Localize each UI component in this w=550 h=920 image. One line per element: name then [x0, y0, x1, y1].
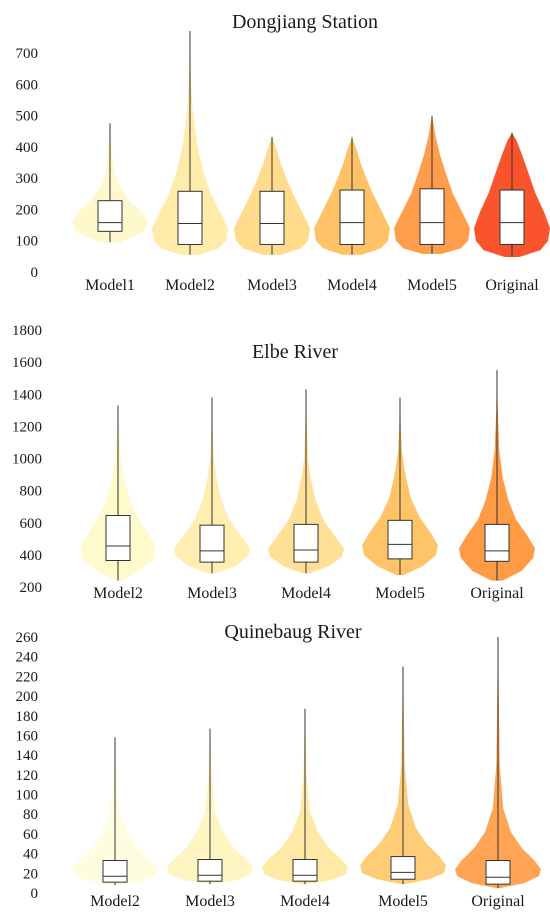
violin-group: Original: [455, 637, 541, 910]
y-tick-label: 200: [16, 202, 39, 218]
y-tick-label: 200: [20, 580, 43, 596]
y-tick-label: 800: [20, 484, 43, 500]
y-tick-label: 1000: [12, 452, 42, 468]
box-iqr: [97, 200, 123, 232]
y-tick-label: 1400: [12, 387, 42, 403]
box-iqr: [105, 515, 131, 561]
box-iqr: [199, 524, 225, 563]
violin-group: Model3: [174, 397, 250, 602]
violin-group: Model5: [394, 115, 470, 294]
violin-group: Original: [474, 132, 550, 294]
category-label: Model3: [247, 277, 297, 294]
chart-title: Dongjiang Station: [232, 11, 378, 33]
box-iqr: [293, 523, 319, 563]
box-iqr: [102, 860, 128, 883]
y-tick-label: 1600: [12, 355, 42, 371]
y-tick-label: 0: [31, 886, 39, 902]
box-iqr: [259, 190, 285, 245]
category-label: Model3: [185, 893, 235, 910]
category-label: Model4: [327, 277, 377, 294]
violin-group: Model5: [360, 666, 446, 910]
y-tick-label: 500: [16, 109, 39, 125]
chart-panel-1: Dongjiang Station 0 100 200 300 400 500 600 700 M…: [16, 11, 550, 294]
box-iqr: [177, 190, 203, 245]
box-iqr: [419, 188, 445, 245]
y-tick-label: 180: [16, 709, 39, 725]
violin-group: Model3: [167, 728, 253, 910]
category-label: Model5: [407, 277, 457, 294]
violin-group: Model2: [80, 405, 156, 602]
chart-panel-2: Elbe River 200 400 600 800 1000 1200 1400 1600 18…: [12, 323, 535, 602]
category-label: Model5: [378, 893, 428, 910]
y-tick-label: 60: [23, 827, 38, 843]
y-tick-label: 400: [20, 548, 43, 564]
box-iqr: [484, 523, 510, 562]
category-label: Model2: [90, 893, 140, 910]
chart-title: Quinebaug River: [224, 621, 362, 643]
y-tick-label: 20: [23, 866, 38, 882]
violin-group: Model4: [268, 389, 344, 602]
y-tick-label: 40: [23, 847, 38, 863]
y-tick-label: 80: [23, 807, 38, 823]
category-label: Original: [471, 893, 525, 910]
violin-group: Model4: [262, 708, 348, 910]
category-label: Model4: [280, 893, 330, 910]
y-tick-label: 140: [16, 748, 39, 764]
y-tick-label: 300: [16, 171, 39, 187]
y-tick-label: 200: [16, 689, 39, 705]
y-tick-label: 120: [16, 768, 39, 784]
category-label: Model1: [85, 277, 135, 294]
category-label: Model2: [93, 585, 143, 602]
y-tick-label: 0: [31, 265, 39, 281]
y-tick-label: 600: [16, 77, 39, 93]
y-tick-label: 220: [16, 669, 39, 685]
violin-group: Model1: [72, 123, 148, 294]
chart-title: Elbe River: [252, 341, 338, 363]
violin-group: Model3: [234, 136, 310, 294]
y-tick-label: 100: [16, 788, 39, 804]
chart-panel-3: Quinebaug River 0 20 40 60 80 100 120 140 160 180 2…: [16, 621, 541, 910]
y-tick-label: 700: [16, 46, 39, 62]
category-label: Model5: [375, 585, 425, 602]
y-tick-label: 100: [16, 234, 39, 250]
y-tick-label: 600: [20, 516, 43, 532]
violin-group: Model2: [72, 737, 158, 910]
y-tick-label: 400: [16, 140, 39, 156]
y-tick-label: 1200: [12, 419, 42, 435]
violin-group: Model4: [314, 137, 390, 294]
violin-group: Model2: [152, 31, 228, 294]
box-iqr: [197, 859, 223, 882]
box-iqr: [499, 189, 525, 245]
y-tick-label: 1800: [12, 323, 42, 339]
violin-group: Original: [459, 370, 535, 602]
box-iqr: [387, 519, 413, 560]
y-tick-label: 240: [16, 650, 39, 666]
box-iqr: [390, 856, 416, 880]
box-iqr: [292, 859, 318, 882]
category-label: Model2: [165, 277, 215, 294]
category-label: Model3: [187, 585, 237, 602]
y-tick-label: 160: [16, 728, 39, 744]
category-label: Original: [485, 277, 539, 294]
category-label: Model4: [281, 585, 331, 602]
box-iqr: [485, 860, 511, 885]
y-tick-label: 260: [16, 630, 39, 646]
box-iqr: [339, 189, 365, 245]
category-label: Original: [470, 585, 524, 602]
violin-group: Model5: [362, 397, 438, 602]
